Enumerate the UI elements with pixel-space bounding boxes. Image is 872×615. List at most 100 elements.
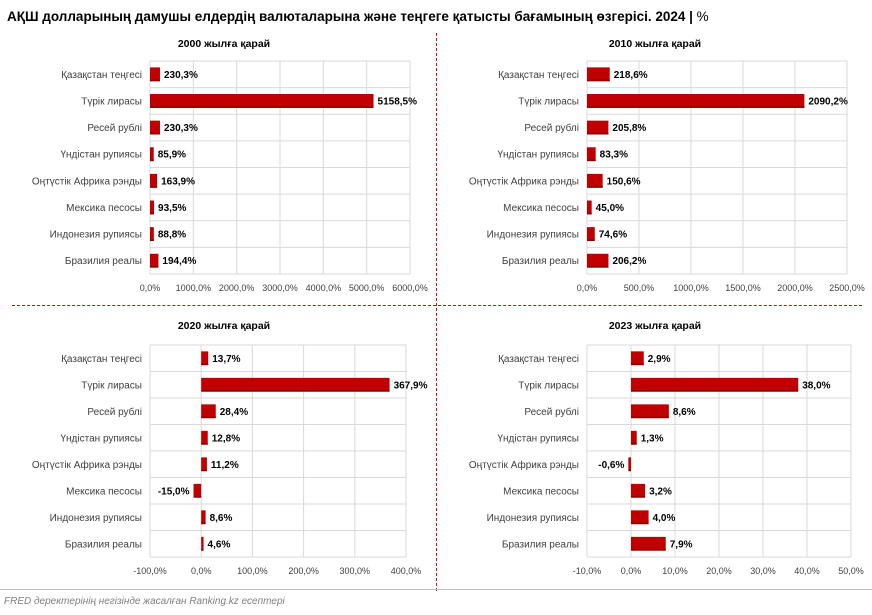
category-label-inr: Үндістан рупиясы xyxy=(497,150,579,161)
bar-rub xyxy=(587,120,609,135)
x-tick-label: 400,0% xyxy=(391,566,422,576)
bar-kzt xyxy=(631,351,644,366)
value-label-zar: 163,9% xyxy=(161,176,195,187)
x-tick-label: 3000,0% xyxy=(262,283,298,293)
category-label-brl: Бразилия реалы xyxy=(502,256,579,267)
category-label-rub: Ресей рублі xyxy=(524,406,579,418)
bar-idr xyxy=(587,227,595,241)
bar-shade-inr xyxy=(201,443,208,445)
value-label-try: 2090,2% xyxy=(808,96,848,107)
panel-title: 2020 жылға қарай xyxy=(178,320,270,332)
x-tick-label: 40,0% xyxy=(794,566,820,576)
value-label-zar: -0,6% xyxy=(598,460,624,471)
title-text: АҚШ долларының дамушы елдердің валюталар… xyxy=(7,9,686,24)
value-label-inr: 1,3% xyxy=(641,433,664,444)
category-label-inr: Үндістан рупиясы xyxy=(497,433,579,444)
x-tick-label: 30,0% xyxy=(750,566,776,576)
bar-shade-idr xyxy=(201,522,206,525)
value-label-brl: 4,6% xyxy=(208,539,231,550)
bar-shade-zar xyxy=(201,469,207,472)
category-label-kzt: Қазақстан теңгесі xyxy=(498,70,579,81)
value-label-idr: 88,8% xyxy=(158,230,186,241)
page-title: АҚШ долларының дамушы елдердің валюталар… xyxy=(7,9,709,24)
bar-zar xyxy=(150,173,158,188)
x-tick-label: 5000,0% xyxy=(349,283,385,293)
bar-shade-rub xyxy=(150,132,160,135)
bar-zar xyxy=(628,457,631,472)
value-label-inr: 85,9% xyxy=(158,150,186,161)
category-label-brl: Бразилия реалы xyxy=(502,539,579,550)
category-label-kzt: Қазақстан теңгесі xyxy=(61,70,142,81)
bar-shade-rub xyxy=(201,416,216,419)
value-label-rub: 230,3% xyxy=(164,123,198,134)
category-label-zar: Оңтүстік Африка рэнды xyxy=(469,175,579,187)
x-tick-label: 4000,0% xyxy=(306,283,342,293)
x-tick-label: -100,0% xyxy=(133,566,167,576)
bar-zar xyxy=(587,173,603,188)
category-label-idr: Индонезия рупиясы xyxy=(487,230,579,241)
title-separator: | xyxy=(689,9,697,24)
bar-shade-kzt xyxy=(201,363,209,366)
bar-kzt xyxy=(150,67,160,82)
value-label-kzt: 2,9% xyxy=(648,354,671,365)
value-label-inr: 12,8% xyxy=(212,433,240,444)
bar-shade-try xyxy=(150,106,374,108)
bar-shade-inr xyxy=(150,159,154,162)
bar-mxn xyxy=(631,483,646,498)
value-label-zar: 11,2% xyxy=(211,460,239,471)
bar-kzt xyxy=(587,67,610,82)
x-tick-label: 0,0% xyxy=(621,566,642,576)
x-tick-label: 100,0% xyxy=(237,566,268,576)
bar-shade-kzt xyxy=(631,363,644,366)
bar-try xyxy=(201,377,390,392)
bar-shade-zar xyxy=(628,469,631,472)
footer-divider xyxy=(0,589,872,590)
x-tick-label: 1000,0% xyxy=(673,283,709,293)
x-tick-label: 0,0% xyxy=(577,283,598,293)
x-tick-label: 1000,0% xyxy=(176,283,212,293)
value-label-brl: 7,9% xyxy=(670,539,693,550)
x-tick-label: 1500,0% xyxy=(725,283,761,293)
value-label-brl: 206,2% xyxy=(612,256,646,267)
category-label-brl: Бразилия реалы xyxy=(65,539,142,550)
title-unit: % xyxy=(696,9,709,24)
value-label-try: 5158,5% xyxy=(378,96,418,107)
bar-shade-rub xyxy=(631,416,669,419)
category-label-kzt: Қазақстан теңгесі xyxy=(498,354,579,365)
value-label-try: 367,9% xyxy=(394,380,428,391)
value-label-kzt: 230,3% xyxy=(164,70,198,81)
category-label-idr: Индонезия рупиясы xyxy=(50,513,142,524)
bar-inr xyxy=(631,430,637,445)
bar-mxn xyxy=(587,200,592,215)
value-label-mxn: 45,0% xyxy=(596,203,624,214)
bar-idr xyxy=(150,227,154,241)
value-label-inr: 83,3% xyxy=(600,150,628,161)
bar-shade-try xyxy=(587,106,805,108)
category-label-brl: Бразилия реалы xyxy=(65,256,142,267)
value-label-kzt: 218,6% xyxy=(614,70,648,81)
bar-shade-mxn xyxy=(150,212,155,215)
value-label-zar: 150,6% xyxy=(607,176,641,187)
x-tick-label: 20,0% xyxy=(706,566,732,576)
x-tick-label: 50,0% xyxy=(838,566,864,576)
horizontal-divider xyxy=(12,305,862,306)
value-label-idr: 4,0% xyxy=(653,513,676,524)
category-label-inr: Үндістан рупиясы xyxy=(60,150,142,161)
x-tick-label: -10,0% xyxy=(573,566,602,576)
value-label-mxn: 93,5% xyxy=(158,203,186,214)
category-label-try: Түрік лирасы xyxy=(81,380,142,391)
category-label-zar: Оңтүстік Африка рэнды xyxy=(32,459,142,471)
category-label-mxn: Мексика песосы xyxy=(66,486,142,497)
bar-shade-try xyxy=(201,390,390,392)
bar-shade-idr xyxy=(587,239,595,241)
bar-shade-rub xyxy=(587,132,609,135)
category-label-try: Түрік лирасы xyxy=(518,380,579,391)
bar-brl xyxy=(587,253,609,268)
bar-shade-brl xyxy=(631,549,666,551)
x-tick-label: 0,0% xyxy=(140,283,161,293)
bar-shade-mxn xyxy=(193,496,202,498)
bar-try xyxy=(150,94,374,108)
bar-shade-idr xyxy=(150,239,154,241)
value-label-brl: 194,4% xyxy=(162,256,196,267)
